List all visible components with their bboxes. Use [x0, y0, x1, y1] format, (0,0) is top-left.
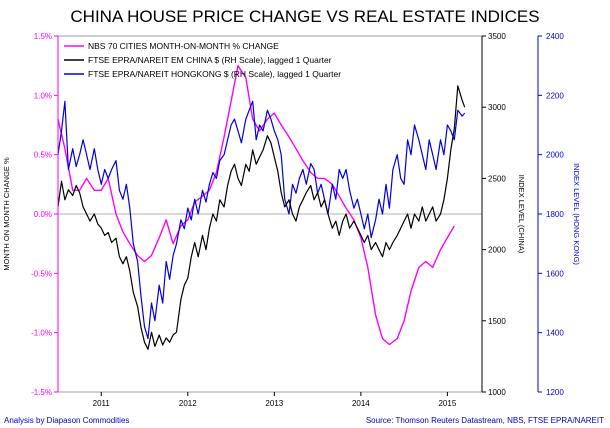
- x-tick-label: 2012: [179, 399, 197, 408]
- series-group: [57, 64, 466, 350]
- right-hongkong-tick-label: 2400: [546, 32, 564, 41]
- right-china-tick-label: 3500: [488, 32, 506, 41]
- x-tick-label: 2014: [352, 399, 370, 408]
- x-tick-label: 2015: [438, 399, 456, 408]
- left-tick-label: 1.0%: [34, 91, 52, 100]
- legend: NBS 70 CITIES MONTH-ON-MONTH % CHANGE FT…: [64, 41, 341, 79]
- right-axis-hongkong: 2400 2200 2000 1800 1600 1400 1200: [538, 32, 564, 397]
- legend-label-nbs: NBS 70 CITIES MONTH-ON-MONTH % CHANGE: [88, 41, 279, 51]
- right-hongkong-tick-label: 2000: [546, 151, 564, 160]
- right-axis-china: 3500 3000 2500 2000 1500 1000: [482, 32, 506, 397]
- series-china-line: [57, 85, 466, 350]
- series-nbs-line: [57, 64, 455, 346]
- x-tick-label: 2013: [265, 399, 283, 408]
- series-hongkong-line: [57, 100, 466, 340]
- footer-source: Source: Thomson Reuters Datastream, NBS,…: [366, 416, 604, 425]
- right-hongkong-tick-label: 2200: [546, 91, 564, 100]
- right-china-tick-label: 3000: [488, 103, 506, 112]
- right-axis-china-label: INDEX LEVEL (CHINA): [517, 175, 526, 254]
- right-china-tick-label: 1500: [488, 317, 506, 326]
- x-axis: 2011 2012 2013 2014 2015: [93, 392, 457, 408]
- chart-title: CHINA HOUSE PRICE CHANGE VS REAL ESTATE …: [70, 7, 539, 26]
- x-tick-label: 2011: [93, 399, 111, 408]
- right-china-tick-label: 2000: [488, 246, 506, 255]
- right-hongkong-tick-label: 1600: [546, 269, 564, 278]
- left-axis-label: MONTH ON MONTH CHANGE %: [2, 157, 11, 271]
- right-hongkong-tick-label: 1200: [546, 388, 564, 397]
- right-hongkong-tick-label: 1800: [546, 210, 564, 219]
- legend-label-hongkong: FTSE EPRA/NAREIT HONGKONG $ (RH Scale), …: [88, 69, 341, 79]
- left-tick-label: -0.5%: [31, 269, 52, 278]
- left-tick-label: 0.5%: [34, 151, 52, 160]
- left-tick-label: -1.0%: [31, 329, 52, 338]
- right-axis-hongkong-label: INDEX LEVEL (HONG KONG): [572, 163, 581, 265]
- left-tick-label: -1.5%: [31, 388, 52, 397]
- right-hongkong-tick-label: 1400: [546, 329, 564, 338]
- left-tick-label: 0.0%: [34, 210, 52, 219]
- right-china-tick-label: 1000: [488, 388, 506, 397]
- right-china-tick-label: 2500: [488, 174, 506, 183]
- legend-label-china: FTSE EPRA/NAREIT EM CHINA $ (RH Scale), …: [88, 55, 332, 65]
- left-axis: 1.5% 1.0% 0.5% 0.0% -0.5% -1.0% -1.5%: [31, 32, 58, 397]
- left-tick-label: 1.5%: [34, 32, 52, 41]
- footer-analysis: Analysis by Diapason Commodities: [4, 416, 129, 425]
